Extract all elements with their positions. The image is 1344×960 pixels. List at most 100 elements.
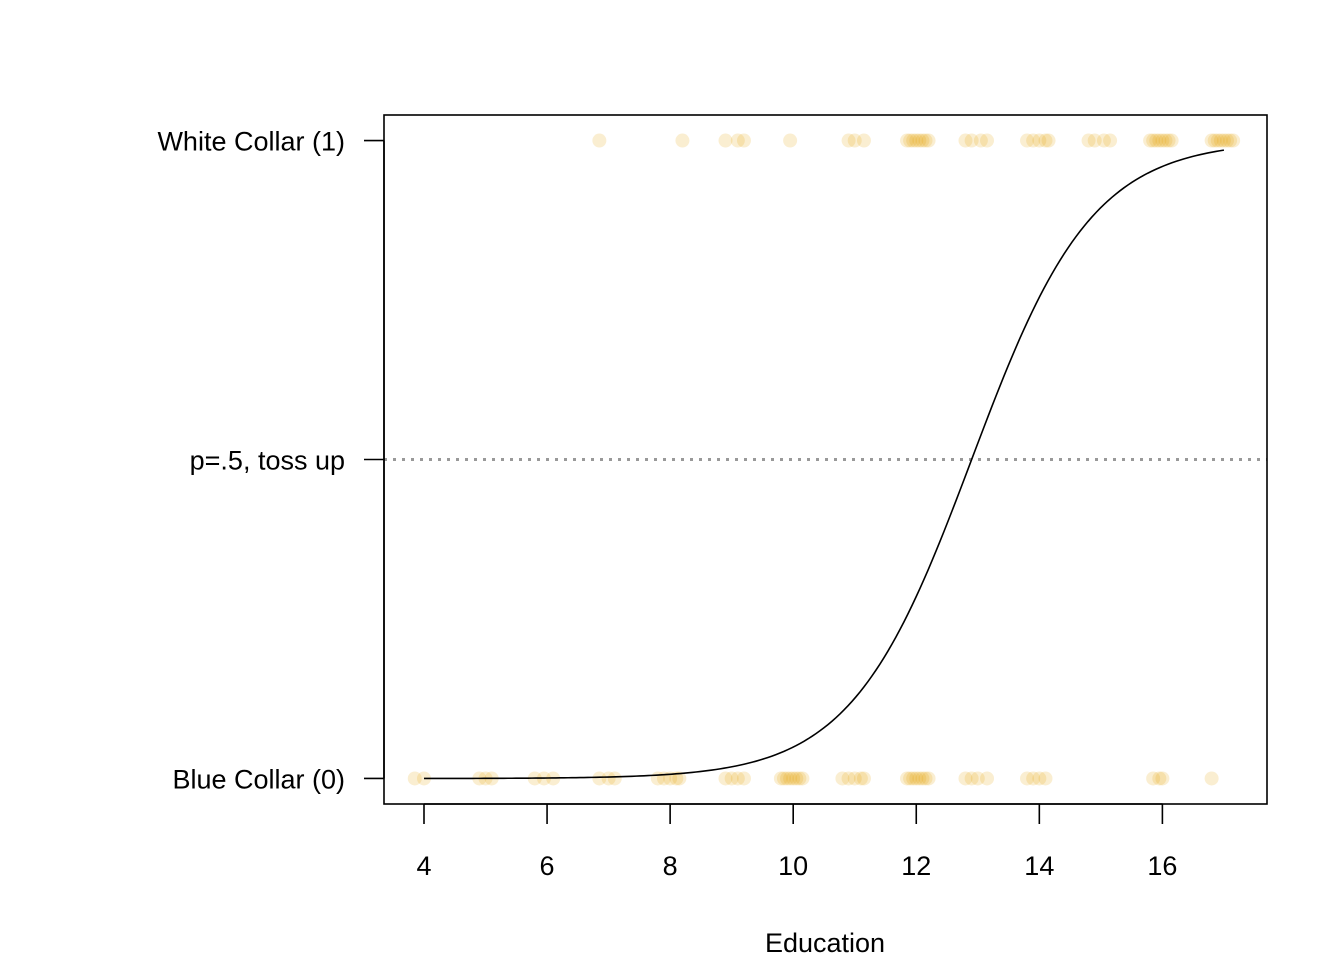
data-point xyxy=(847,133,862,148)
data-point xyxy=(964,771,979,786)
data-point xyxy=(1038,771,1053,786)
data-point xyxy=(773,771,788,786)
data-point xyxy=(1164,133,1179,148)
data-point xyxy=(1032,771,1047,786)
data-point xyxy=(730,771,745,786)
data-point xyxy=(1020,133,1035,148)
data-point xyxy=(915,771,930,786)
data-point xyxy=(1152,771,1167,786)
data-point xyxy=(921,133,936,148)
data-point xyxy=(918,133,933,148)
data-point xyxy=(1096,133,1111,148)
data-point xyxy=(669,771,684,786)
data-point xyxy=(1155,771,1170,786)
y-axis: Blue Collar (0) p=.5, toss up White Collar… xyxy=(157,127,385,794)
data-point xyxy=(1146,133,1161,148)
data-point xyxy=(1146,771,1161,786)
data-point xyxy=(847,771,862,786)
data-point xyxy=(1204,133,1219,148)
data-point xyxy=(856,771,871,786)
data-point xyxy=(856,133,871,148)
data-point xyxy=(724,771,739,786)
y-tick-label: White Collar (1) xyxy=(157,127,345,157)
data-point xyxy=(1081,133,1096,148)
data-point xyxy=(736,133,751,148)
data-point xyxy=(1210,133,1225,148)
data-point xyxy=(900,771,915,786)
data-point xyxy=(1087,133,1102,148)
data-point xyxy=(970,771,985,786)
data-point xyxy=(416,771,431,786)
data-point xyxy=(718,133,733,148)
data-points xyxy=(407,133,1241,786)
data-point xyxy=(675,133,690,148)
x-tick-label: 10 xyxy=(778,851,808,881)
data-point xyxy=(1158,133,1173,148)
x-tick-label: 12 xyxy=(901,851,931,881)
data-point xyxy=(912,133,927,148)
data-point xyxy=(1026,133,1041,148)
data-point xyxy=(903,771,918,786)
data-point xyxy=(407,771,422,786)
data-point xyxy=(1038,133,1053,148)
data-point xyxy=(1226,133,1241,148)
data-point xyxy=(783,771,798,786)
data-point xyxy=(906,133,921,148)
data-point xyxy=(1103,133,1118,148)
data-point xyxy=(1161,133,1176,148)
data-point xyxy=(915,133,930,148)
x-tick-label: 16 xyxy=(1147,851,1177,881)
data-point xyxy=(718,771,733,786)
data-point xyxy=(672,771,687,786)
x-tick-label: 6 xyxy=(540,851,555,881)
data-point xyxy=(853,771,868,786)
data-point xyxy=(792,771,807,786)
data-point xyxy=(921,771,936,786)
data-point xyxy=(780,771,795,786)
x-tick-label: 4 xyxy=(416,851,431,881)
data-point xyxy=(1152,133,1167,148)
data-point xyxy=(776,771,791,786)
data-point xyxy=(912,771,927,786)
data-point xyxy=(730,133,745,148)
data-point xyxy=(909,771,924,786)
data-point xyxy=(1220,133,1235,148)
data-point xyxy=(1143,133,1158,148)
data-point xyxy=(1223,133,1238,148)
data-point xyxy=(900,133,915,148)
data-point xyxy=(1213,133,1228,148)
data-point xyxy=(607,771,622,786)
data-point xyxy=(841,771,856,786)
data-point xyxy=(918,771,933,786)
x-tick-label: 14 xyxy=(1024,851,1054,881)
data-point xyxy=(1216,133,1231,148)
data-point xyxy=(1207,133,1222,148)
data-point xyxy=(1204,771,1219,786)
data-point xyxy=(964,133,979,148)
data-point xyxy=(786,771,801,786)
data-point xyxy=(835,771,850,786)
data-point xyxy=(958,771,973,786)
data-point xyxy=(903,133,918,148)
data-point xyxy=(1041,133,1056,148)
data-point xyxy=(841,133,856,148)
data-point xyxy=(1020,771,1035,786)
data-point xyxy=(980,771,995,786)
data-point xyxy=(958,133,973,148)
x-axis: 4 6 8 10 12 14 16 xyxy=(416,803,1177,881)
data-point xyxy=(789,771,804,786)
x-tick-label: 8 xyxy=(663,851,678,881)
data-point xyxy=(736,771,751,786)
x-axis-title: Education xyxy=(765,928,885,958)
data-point xyxy=(906,771,921,786)
data-point xyxy=(592,133,607,148)
data-point xyxy=(1032,133,1047,148)
logistic-curve xyxy=(424,149,1225,780)
data-point xyxy=(1026,771,1041,786)
data-point xyxy=(980,133,995,148)
data-point xyxy=(795,771,810,786)
data-point xyxy=(909,133,924,148)
data-point xyxy=(1155,133,1170,148)
data-point xyxy=(1149,133,1164,148)
